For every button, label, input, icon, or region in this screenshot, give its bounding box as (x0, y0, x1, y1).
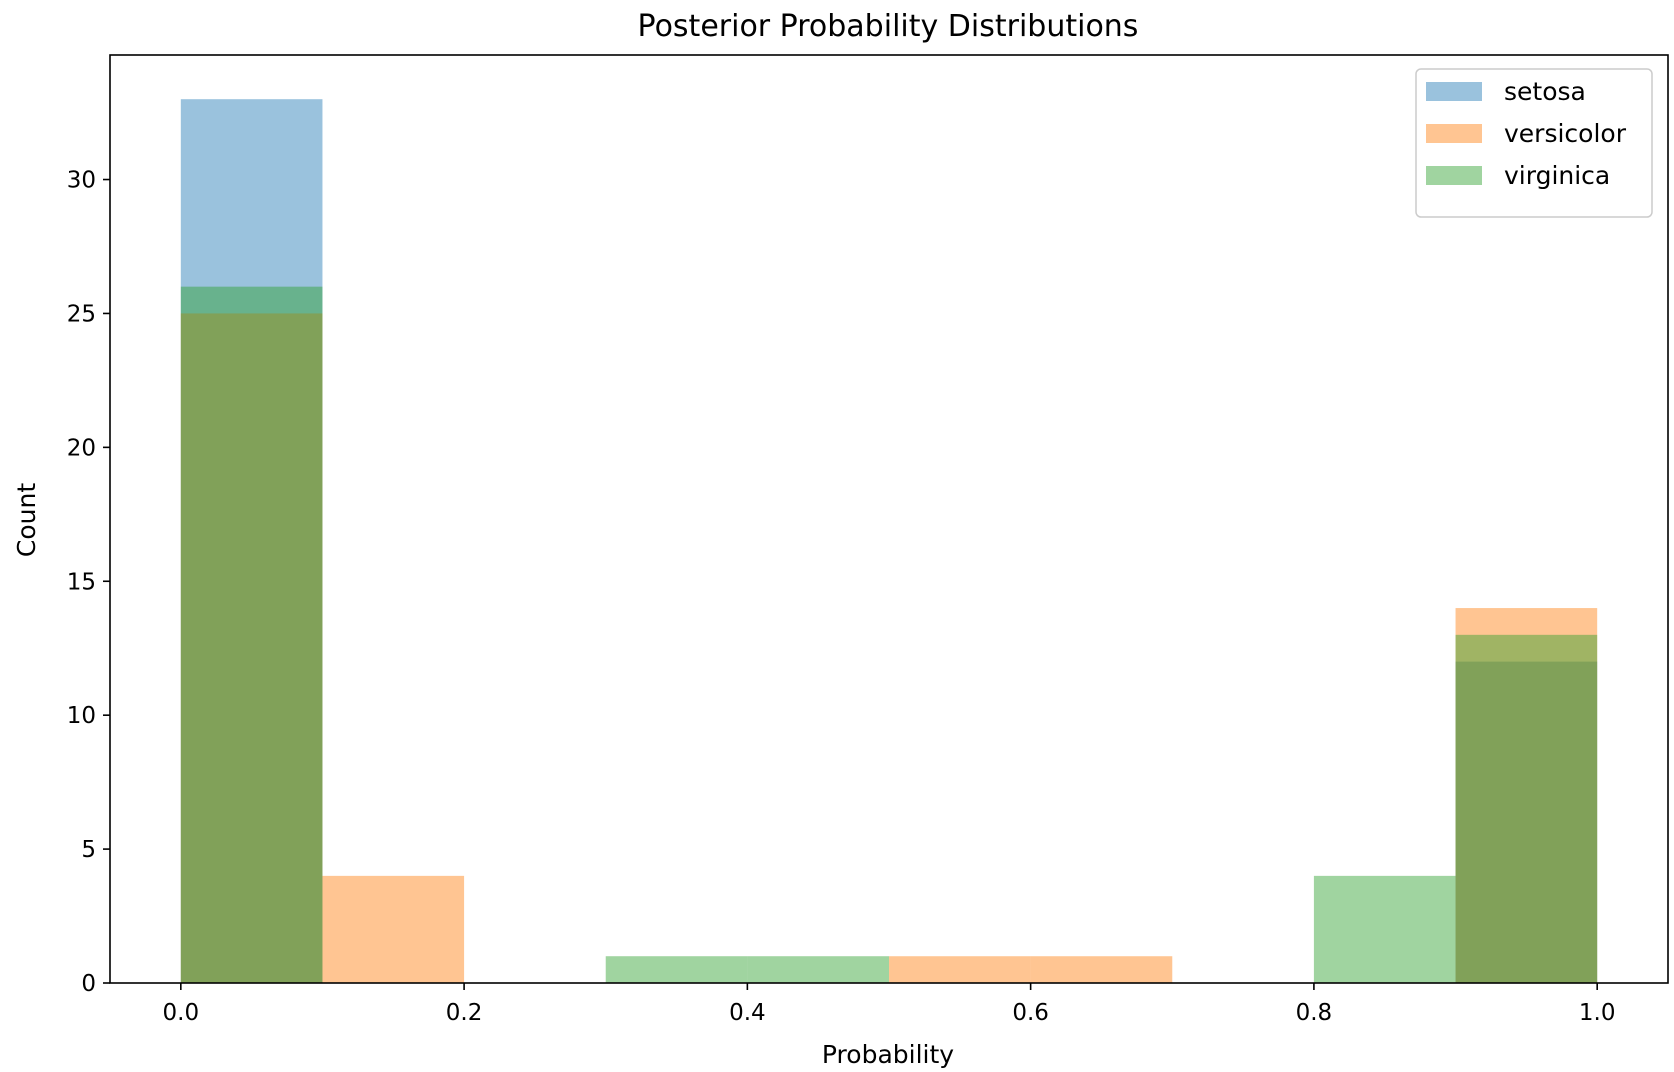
y-axis-ticks: 0 5 10 15 20 25 30 (67, 168, 110, 997)
bar-virginica-bin-3 (605, 956, 748, 983)
x-tick-label: 0.2 (446, 1000, 483, 1026)
legend-swatch-versicolor (1426, 124, 1482, 143)
bar-virginica-bin-8 (1313, 875, 1456, 983)
x-tick-label: 0.8 (1296, 1000, 1333, 1026)
bar-versicolor-bin-1 (322, 875, 465, 983)
y-tick-label: 5 (81, 837, 96, 863)
y-tick-label: 10 (67, 703, 96, 729)
y-tick-label: 0 (81, 971, 96, 997)
bar-setosa-bin-9 (1455, 661, 1598, 983)
x-tick-label: 1.0 (1579, 1000, 1616, 1026)
legend-label-versicolor: versicolor (1504, 119, 1627, 148)
bar-versicolor-bin-9 (1455, 608, 1598, 983)
bar-virginica-bin-0 (180, 286, 323, 983)
chart-title: Posterior Probability Distributions (638, 9, 1139, 44)
legend-label-setosa: setosa (1504, 77, 1586, 106)
bar-virginica-bin-9 (1455, 634, 1598, 983)
legend: setosa versicolor virginica (1415, 68, 1653, 218)
x-tick-label: 0.6 (1012, 1000, 1049, 1026)
bar-versicolor-bin-0 (180, 313, 323, 983)
histogram-bars (180, 99, 1598, 983)
plot-frame (109, 54, 1669, 984)
x-tick-label: 0.0 (163, 1000, 200, 1026)
y-tick-label: 15 (67, 569, 96, 595)
legend-swatch-virginica (1426, 166, 1482, 185)
y-tick-label: 30 (67, 168, 96, 194)
legend-box (1415, 68, 1653, 218)
x-axis-label: Probability (822, 1040, 954, 1069)
legend-label-virginica: virginica (1504, 161, 1610, 190)
x-axis-ticks: 0.0 0.2 0.4 0.6 0.8 1.0 (163, 983, 1616, 1026)
bar-versicolor-bin-6 (1030, 956, 1173, 983)
bar-virginica-bin-4 (747, 956, 889, 983)
x-tick-label: 0.4 (729, 1000, 766, 1026)
bar-versicolor-bin-5 (889, 956, 1031, 983)
y-tick-label: 25 (67, 301, 96, 327)
legend-swatch-setosa (1426, 82, 1482, 101)
y-tick-label: 20 (67, 435, 96, 461)
bar-setosa-bin-0 (180, 99, 323, 983)
y-axis-label: Count (12, 483, 41, 557)
